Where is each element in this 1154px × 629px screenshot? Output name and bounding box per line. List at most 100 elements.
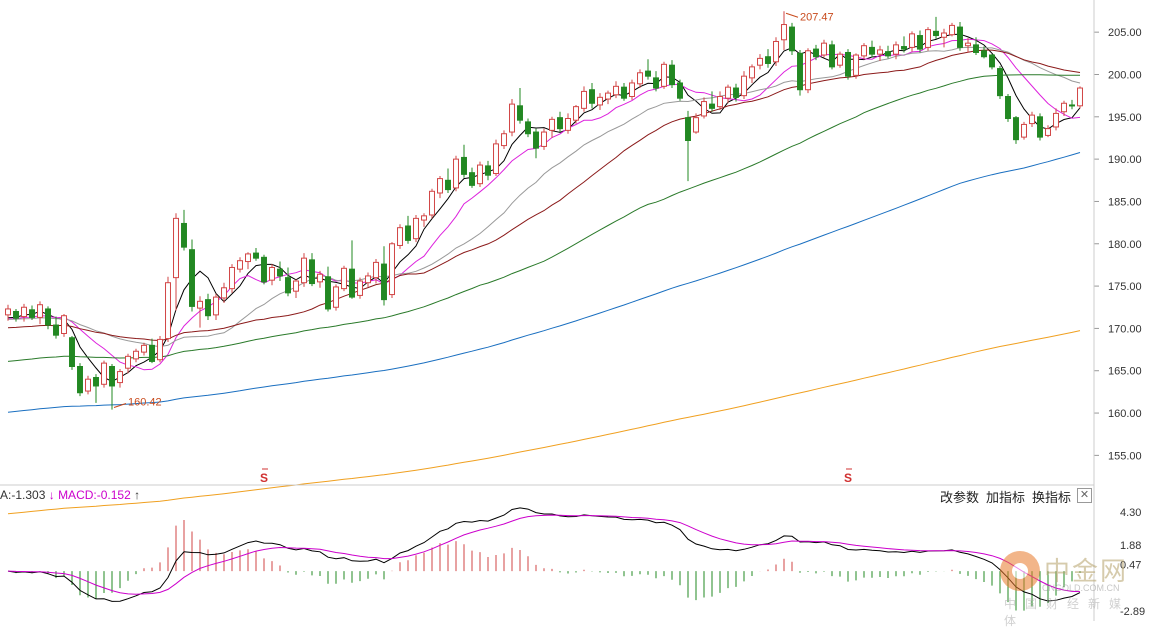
macd-tick-label: 4.30 <box>1120 507 1141 519</box>
candle <box>853 53 859 79</box>
candle <box>349 240 355 299</box>
candle <box>125 353 131 374</box>
candle <box>973 37 979 56</box>
macd-axis: 4.30 1.88 0.47 -2.89 <box>1120 507 1145 618</box>
price-axis: 205.00 200.00 195.00 190.00 185.00 180.00 175.… <box>1094 27 1142 462</box>
candle <box>509 99 515 137</box>
price-tick-label: 160.00 <box>1108 408 1142 420</box>
candle <box>869 40 875 58</box>
close-icon[interactable]: ✕ <box>1077 488 1092 503</box>
candle <box>781 11 787 50</box>
candle <box>253 248 259 261</box>
candle <box>181 209 187 251</box>
candle <box>461 144 467 178</box>
price-annotations: 160.42 207.47 S S <box>113 11 852 485</box>
candle <box>821 39 827 58</box>
candle <box>621 82 627 101</box>
candle <box>381 246 387 306</box>
price-tick-label: 180.00 <box>1108 239 1142 251</box>
candle <box>13 308 19 322</box>
candle <box>1077 86 1083 109</box>
candle <box>837 51 843 68</box>
annotation-label: 160.42 <box>128 396 162 408</box>
candle <box>669 60 675 89</box>
candle <box>285 267 291 297</box>
switch-indicator-button[interactable]: 换指标 <box>1032 490 1072 505</box>
change-params-button[interactable]: 改参数 <box>940 490 980 505</box>
price-tick-label: 175.00 <box>1108 281 1142 293</box>
candle <box>405 215 411 244</box>
candle <box>605 90 611 105</box>
candle <box>749 64 755 83</box>
candle <box>845 49 851 80</box>
ma5-line <box>7 33 1081 382</box>
price-tick-label: 205.00 <box>1108 27 1142 39</box>
candle <box>653 71 659 92</box>
candle <box>877 45 883 61</box>
add-indicator-button[interactable]: 加指标 <box>986 490 1026 505</box>
candle <box>629 79 635 100</box>
candle <box>941 28 947 48</box>
candle <box>917 30 923 53</box>
candle <box>117 369 123 388</box>
candle <box>597 93 603 111</box>
annotation-arrow-icon <box>113 403 127 408</box>
candle <box>341 265 347 292</box>
candle <box>1005 93 1011 122</box>
candle <box>485 160 491 181</box>
candle <box>29 305 35 320</box>
candle <box>109 363 115 410</box>
candle <box>429 188 435 219</box>
candle <box>581 86 587 112</box>
candle <box>557 111 563 133</box>
candle <box>661 61 667 89</box>
candle <box>141 342 147 356</box>
candles <box>5 11 1083 410</box>
annotation-arrow-icon <box>785 12 799 18</box>
candle <box>805 48 811 94</box>
candle <box>165 276 171 342</box>
candle <box>797 49 803 96</box>
ma120-line <box>7 152 1081 413</box>
candle <box>61 314 67 337</box>
price-tick-label: 190.00 <box>1108 154 1142 166</box>
candle <box>53 316 59 339</box>
candle <box>1053 108 1059 131</box>
candle <box>85 375 91 395</box>
macd-tick-label: -2.89 <box>1120 606 1145 618</box>
price-tick-label: 195.00 <box>1108 112 1142 124</box>
candle <box>517 88 523 124</box>
ma20-line <box>7 46 1081 348</box>
candle <box>293 279 299 298</box>
candle <box>613 81 619 99</box>
candle <box>989 54 995 70</box>
s-marker: S <box>844 471 852 485</box>
macd-readout: A:-1.303 ↓ MACD:-0.152 ↑ <box>0 488 140 502</box>
watermark-logo-icon <box>1000 551 1040 591</box>
watermark-title: 中金网 <box>1044 557 1129 587</box>
candle <box>773 37 779 67</box>
candle <box>701 97 707 119</box>
candle <box>1037 113 1043 141</box>
candle <box>981 46 987 59</box>
ma250-line <box>7 330 1081 515</box>
down-arrow-icon: ↓ <box>48 488 55 502</box>
candle <box>533 128 539 159</box>
candle <box>741 71 747 100</box>
candle <box>413 214 419 243</box>
candle <box>245 252 251 270</box>
candle <box>437 176 443 199</box>
candle <box>445 168 451 193</box>
candle <box>189 239 195 312</box>
candle <box>501 130 507 149</box>
candle <box>709 91 715 112</box>
candle <box>1013 115 1019 144</box>
candle <box>325 266 331 312</box>
candle <box>213 293 219 320</box>
macd-value-readout: MACD:-0.152 <box>58 488 131 502</box>
candle <box>77 363 83 397</box>
candle <box>397 224 403 249</box>
candle <box>205 293 211 320</box>
candle <box>525 118 531 138</box>
candle <box>365 272 371 287</box>
